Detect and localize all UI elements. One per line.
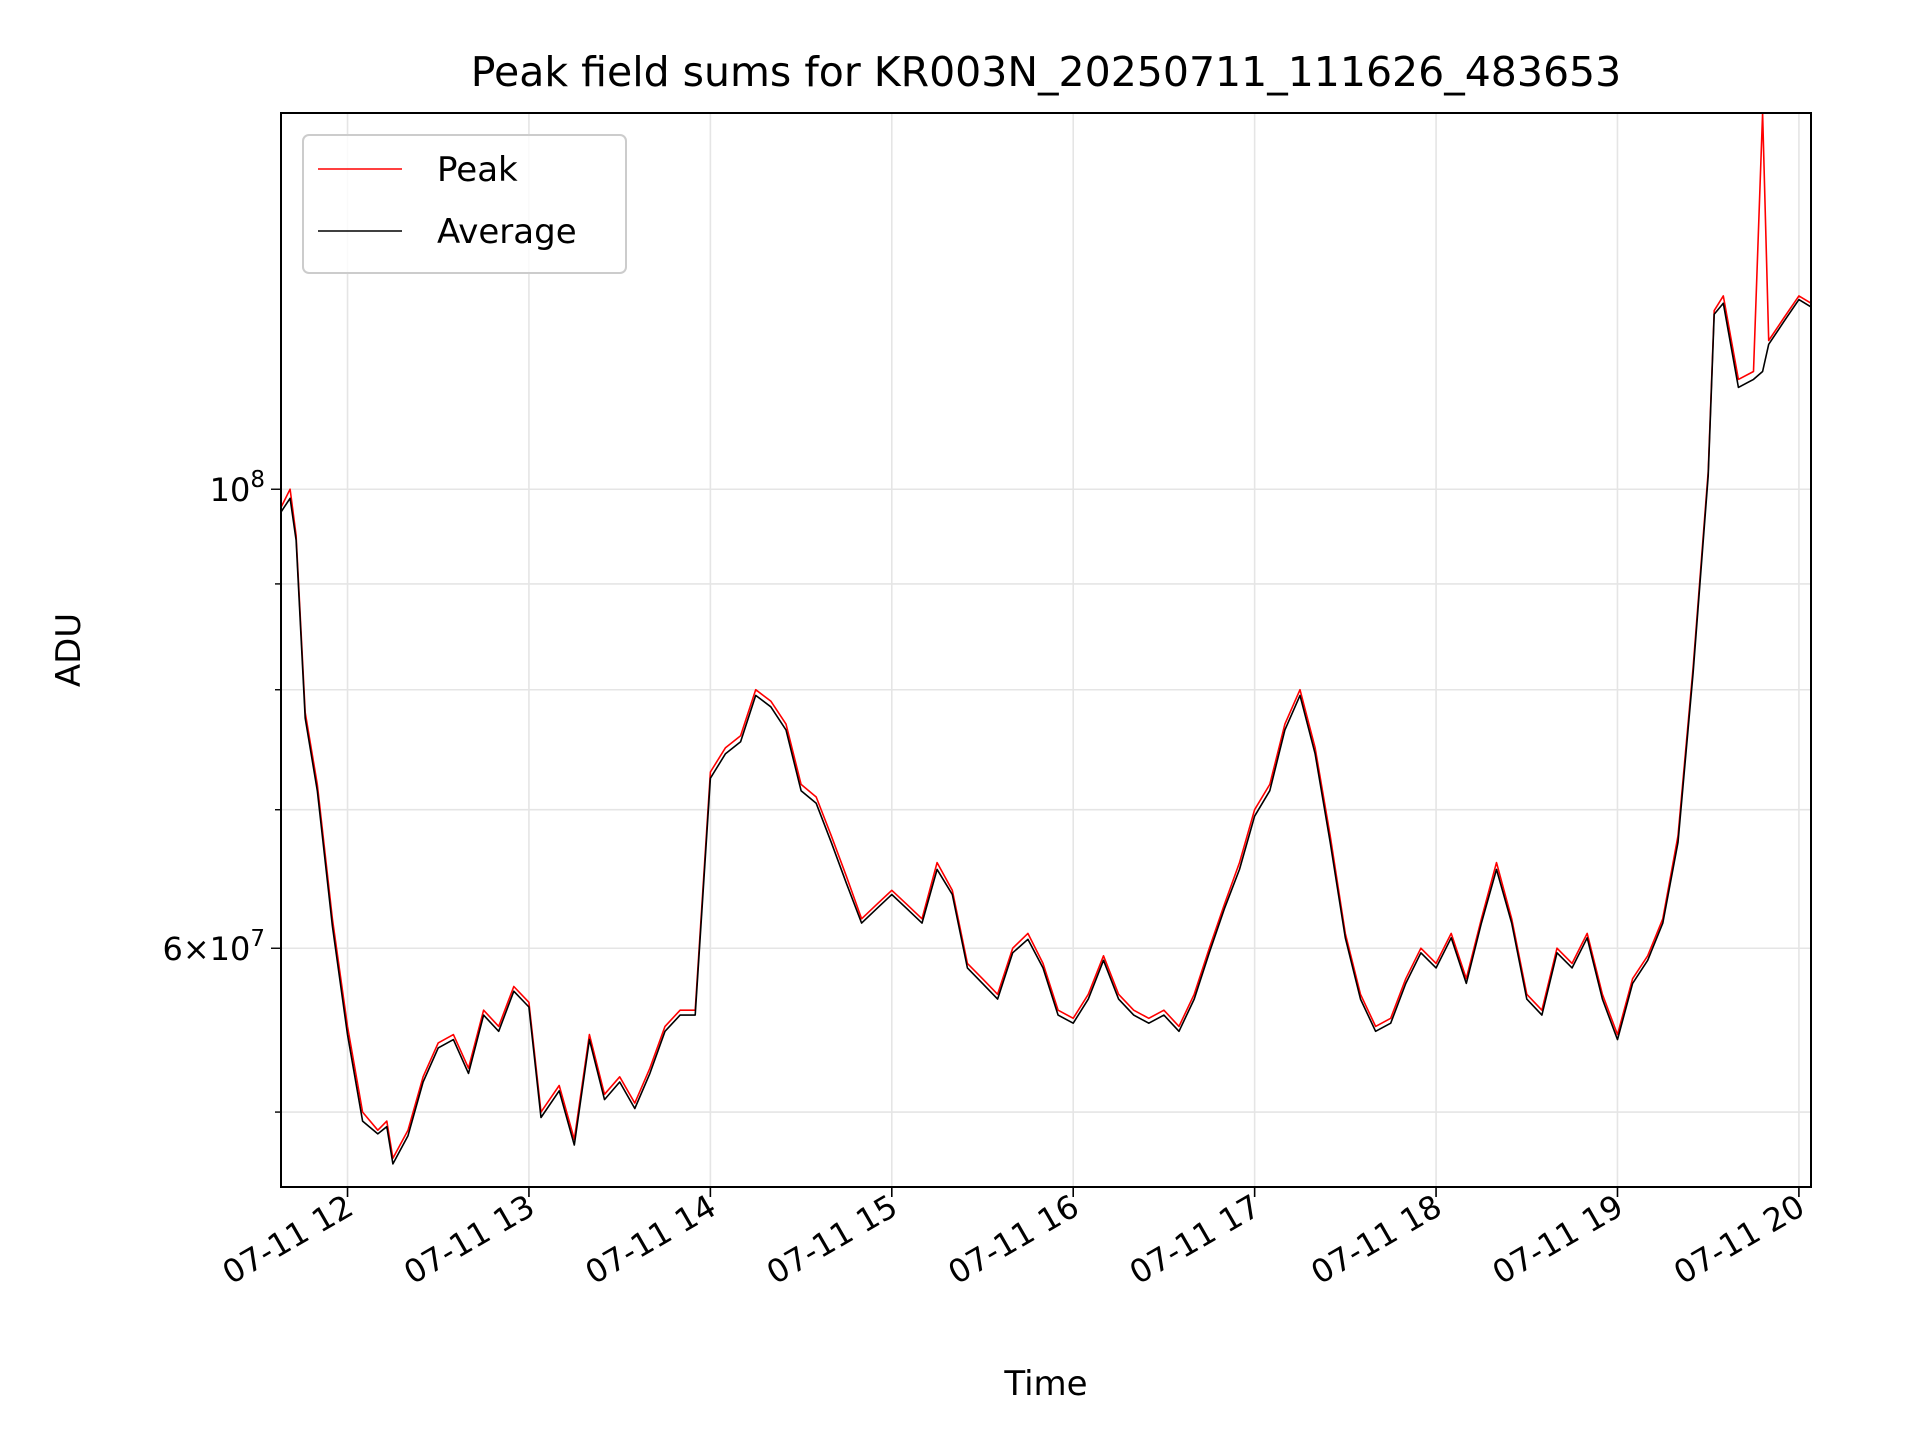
series-line-average [280,298,1812,1165]
x-axis-label: Time [1003,1364,1087,1404]
series-layer [280,112,1812,1165]
legend-label-peak: Peak [437,150,518,190]
y-tick-label: 108 [210,467,265,509]
grid [281,113,1811,1187]
chart-title: Peak field sums for KR003N_20250711_1116… [471,48,1621,96]
plot-frame [280,112,1812,1188]
legend-label-average: Average [437,212,577,252]
legend: Peak Average [302,134,627,274]
y-tick-label: 6×107 [162,926,265,968]
series-line-peak [280,112,1812,1159]
y-axis-label: ADU [49,613,89,687]
